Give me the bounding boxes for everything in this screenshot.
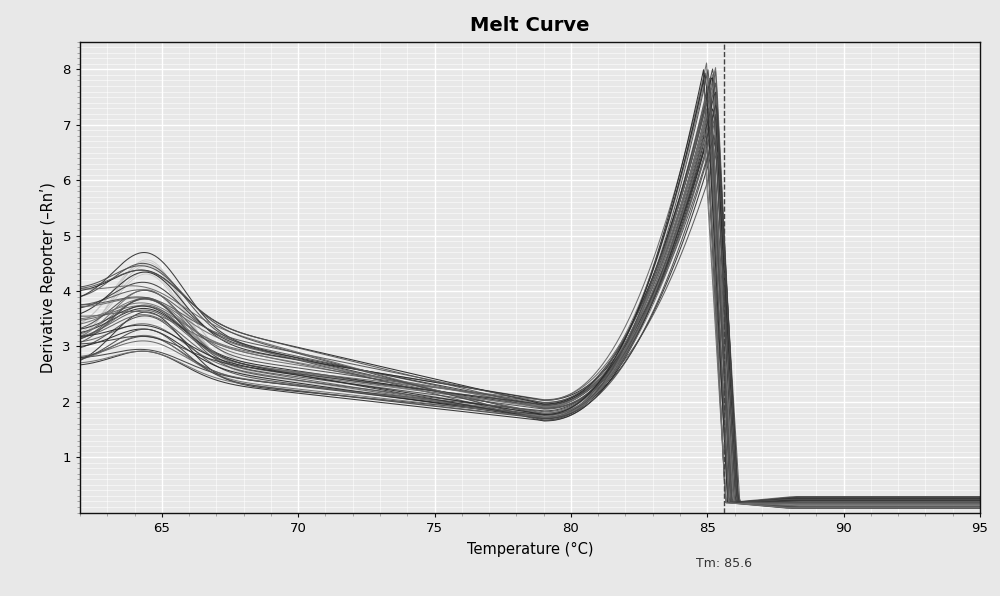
X-axis label: Temperature (°C): Temperature (°C) [467, 542, 593, 557]
Text: Tm: 85.6: Tm: 85.6 [696, 557, 752, 570]
Y-axis label: Derivative Reporter (–Rnʹ): Derivative Reporter (–Rnʹ) [40, 182, 56, 372]
Title: Melt Curve: Melt Curve [470, 15, 590, 35]
